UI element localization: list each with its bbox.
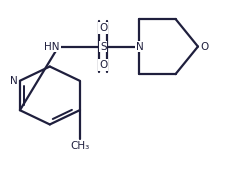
Text: N: N xyxy=(135,42,143,51)
Text: CH₃: CH₃ xyxy=(70,141,89,151)
Text: HN: HN xyxy=(44,42,60,51)
Text: O: O xyxy=(200,42,209,51)
Text: N: N xyxy=(10,76,17,86)
Text: S: S xyxy=(100,42,107,51)
Text: O: O xyxy=(99,60,108,70)
Text: O: O xyxy=(99,23,108,33)
